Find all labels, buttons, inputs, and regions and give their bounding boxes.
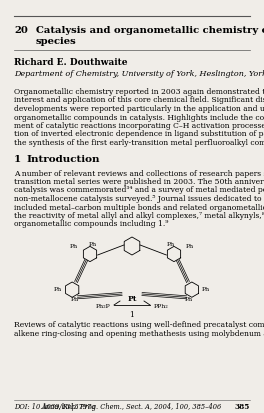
Text: Annu. Rep. Prog. Chem., Sect. A, 2004, 100, 385–406: Annu. Rep. Prog. Chem., Sect. A, 2004, 1… — [42, 403, 222, 411]
Text: alkene ring-closing and opening methathesis using molybdenum and tungsten imido: alkene ring-closing and opening methathe… — [14, 330, 264, 337]
Text: Organometallic chemistry reported in 2003 again demonstrated the breadth of: Organometallic chemistry reported in 200… — [14, 88, 264, 96]
Text: Ph₂P: Ph₂P — [95, 304, 110, 309]
Text: A number of relevant reviews and collections of research papers spanning the: A number of relevant reviews and collect… — [14, 169, 264, 178]
Text: Ph: Ph — [71, 297, 79, 302]
Text: Richard E. Douthwaite: Richard E. Douthwaite — [14, 58, 128, 67]
Text: Department of Chemistry, University of York, Heslington, York, UK YO10 5DD: Department of Chemistry, University of Y… — [14, 70, 264, 78]
Text: tion of inverted electronic dependence in ligand substitution of palladium(II),¹: tion of inverted electronic dependence i… — [14, 131, 264, 138]
Text: Introduction: Introduction — [26, 156, 100, 164]
Text: organometallic compounds in catalysis. Highlights include the continued develop-: organometallic compounds in catalysis. H… — [14, 114, 264, 121]
Text: Ph: Ph — [202, 287, 210, 292]
Text: ment of catalytic reactions incorporating C–H activation processes, the demonstr: ment of catalytic reactions incorporatin… — [14, 122, 264, 130]
Text: species: species — [36, 37, 77, 46]
Text: Ph: Ph — [185, 297, 193, 302]
Text: 1: 1 — [130, 311, 134, 319]
Text: Ph: Ph — [167, 242, 175, 247]
Text: Catalysis and organometallic chemistry of monometallic: Catalysis and organometallic chemistry o… — [36, 26, 264, 35]
Text: Ph: Ph — [54, 287, 62, 292]
Text: developments were reported particularly in the application and understanding of: developments were reported particularly … — [14, 105, 264, 113]
Text: 1: 1 — [14, 156, 21, 164]
Text: the reactivity of metal allyl and alkyl complexes,⁷ metal alkynyls,⁸ and carbon : the reactivity of metal allyl and alkyl … — [14, 212, 264, 220]
Text: included metal–carbon multiple bonds and related organometallics,⁶ developments : included metal–carbon multiple bonds and… — [14, 204, 264, 211]
Text: catalysis was commemorated³⁴ and a survey of metal mediated polymerisation using: catalysis was commemorated³⁴ and a surve… — [14, 187, 264, 195]
Text: DOI: 10.1039/b313797a: DOI: 10.1039/b313797a — [14, 403, 95, 411]
Text: Ph: Ph — [186, 244, 194, 249]
Text: non-metallocene catalysis surveyed.⁵ Journal issues dedicated to selected topics: non-metallocene catalysis surveyed.⁵ Jou… — [14, 195, 264, 203]
Text: PPh₂: PPh₂ — [154, 304, 169, 309]
Text: Ph: Ph — [70, 244, 78, 249]
Text: Ph: Ph — [89, 242, 97, 247]
Text: 385: 385 — [235, 403, 250, 411]
Text: transition metal series were published in 2003. The 50th anniversary of Ziegler: transition metal series were published i… — [14, 178, 264, 186]
Text: organometallic compounds including 1.⁹: organometallic compounds including 1.⁹ — [14, 221, 168, 228]
Text: the synthesis of the first early-transition metal perfluoroalkyl complexes.²: the synthesis of the first early-transit… — [14, 139, 264, 147]
Text: 20: 20 — [14, 26, 28, 35]
Text: Reviews of catalytic reactions using well-defined precatalyst complexes include: Reviews of catalytic reactions using wel… — [14, 321, 264, 329]
Text: interest and application of this core chemical field. Significant discoveries an: interest and application of this core ch… — [14, 97, 264, 104]
Text: Pt: Pt — [127, 295, 137, 303]
